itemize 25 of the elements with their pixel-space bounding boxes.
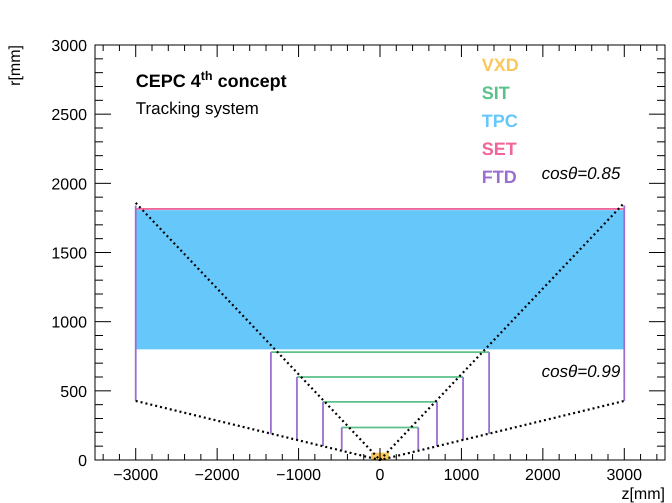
text: TPC bbox=[482, 111, 518, 131]
x-tick-label: −2000 bbox=[194, 467, 240, 484]
text: VXD bbox=[482, 55, 519, 75]
x-axis-title: z[mm] bbox=[621, 486, 665, 503]
y-tick-label: 1000 bbox=[51, 314, 88, 332]
y-tick-label: 2000 bbox=[51, 176, 88, 194]
y-tick-label: 3000 bbox=[51, 38, 88, 55]
text: Tracking system bbox=[136, 99, 259, 118]
x-tick-label: 3000 bbox=[606, 467, 642, 484]
text: CEPC 4$^{th}$ concept bbox=[136, 69, 287, 91]
y-tick-label: 2500 bbox=[51, 107, 88, 124]
x-tick-label: −1000 bbox=[276, 467, 322, 484]
x-tick-label: 0 bbox=[376, 467, 385, 484]
annotation: cosθ=0.99 bbox=[542, 362, 621, 381]
text: SET bbox=[482, 139, 517, 159]
text: SIT bbox=[482, 83, 510, 103]
y-tick-label: 0 bbox=[78, 453, 88, 470]
y-tick-label: 500 bbox=[60, 384, 88, 401]
x-tick-label: 2000 bbox=[525, 467, 561, 484]
y-tick-label: 1500 bbox=[51, 246, 88, 262]
annotation: cosθ=0.85 bbox=[542, 164, 621, 183]
x-tick-label: −3000 bbox=[113, 467, 158, 484]
y-axis-title: r[mm] bbox=[7, 45, 24, 86]
x-tick-label: 1000 bbox=[444, 467, 480, 484]
text: FTD bbox=[482, 167, 517, 187]
